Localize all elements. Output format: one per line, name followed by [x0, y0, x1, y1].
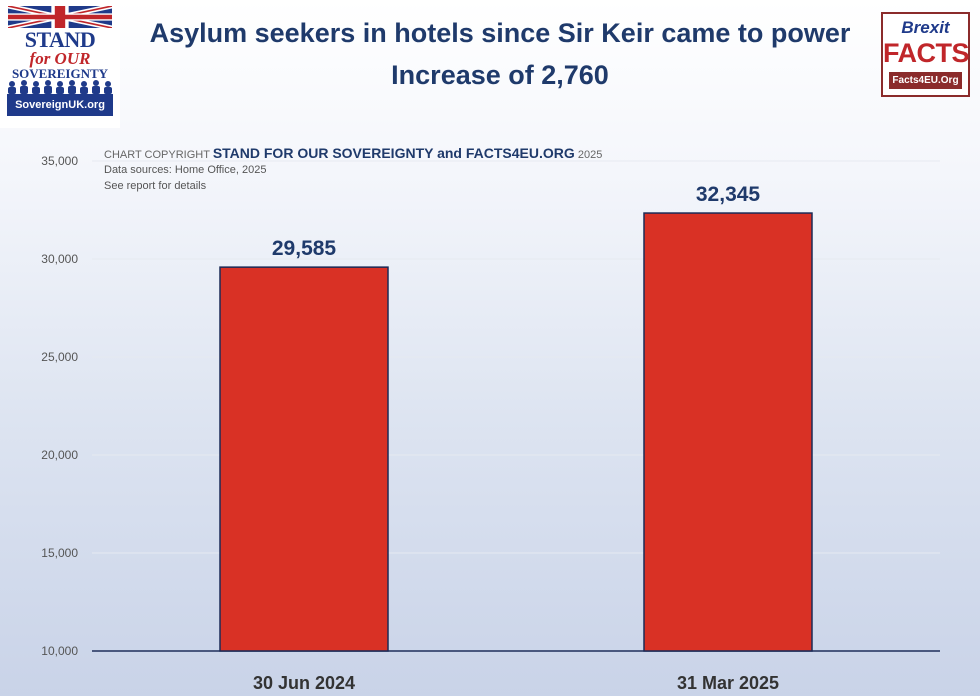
- stand-for-our-sovereignty-logo: STAND for OUR SOVEREIGNTY SovereignUK.or…: [0, 0, 120, 128]
- bar: [219, 266, 389, 652]
- chart-subtitle: Increase of 2,760: [391, 60, 609, 90]
- logo-left-line3: SOVEREIGNTY: [11, 66, 109, 81]
- y-tick-label: 10,000: [41, 644, 78, 658]
- chart-title: Asylum seekers in hotels since Sir Keir …: [149, 18, 851, 48]
- x-tick-label: 30 Jun 2024: [253, 673, 355, 693]
- y-tick-label: 25,000: [41, 350, 78, 364]
- bar: [643, 212, 813, 652]
- y-tick-label: 15,000: [41, 546, 78, 560]
- logo-right-line1: Brexit: [901, 18, 950, 37]
- copyright-year: 2025: [577, 149, 603, 161]
- copyright-prefix: CHART COPYRIGHT: [104, 149, 210, 161]
- union-jack-flag-icon: [5, 4, 115, 33]
- data-sources-note: Data sources: Home Office, 2025: [104, 164, 267, 176]
- data-label: 32,345: [696, 183, 761, 206]
- logo-left-line1: STAND: [24, 27, 96, 52]
- crowd-silhouette-icon: [6, 80, 114, 99]
- copyright-owners: STAND FOR OUR SOVEREIGNTY and FACTS4EU.O…: [212, 145, 575, 161]
- logo-left-url: SovereignUK.org: [7, 94, 113, 116]
- brexit-facts-logo: Brexit FACTS Facts4EU.Org: [881, 12, 970, 97]
- x-tick-label: 31 Mar 2025: [677, 673, 779, 693]
- logo-right-url: Facts4EU.Org: [889, 72, 962, 89]
- data-label: 29,585: [272, 237, 337, 260]
- y-tick-label: 20,000: [41, 448, 78, 462]
- logo-right-line2: FACTS: [883, 38, 970, 68]
- y-tick-label: 30,000: [41, 252, 78, 266]
- copyright-note: CHART COPYRIGHT STAND FOR OUR SOVEREIGNT…: [104, 145, 602, 161]
- details-note: See report for details: [104, 180, 207, 192]
- logo-left-line2: for OUR: [29, 49, 91, 68]
- y-tick-label: 35,000: [41, 154, 78, 168]
